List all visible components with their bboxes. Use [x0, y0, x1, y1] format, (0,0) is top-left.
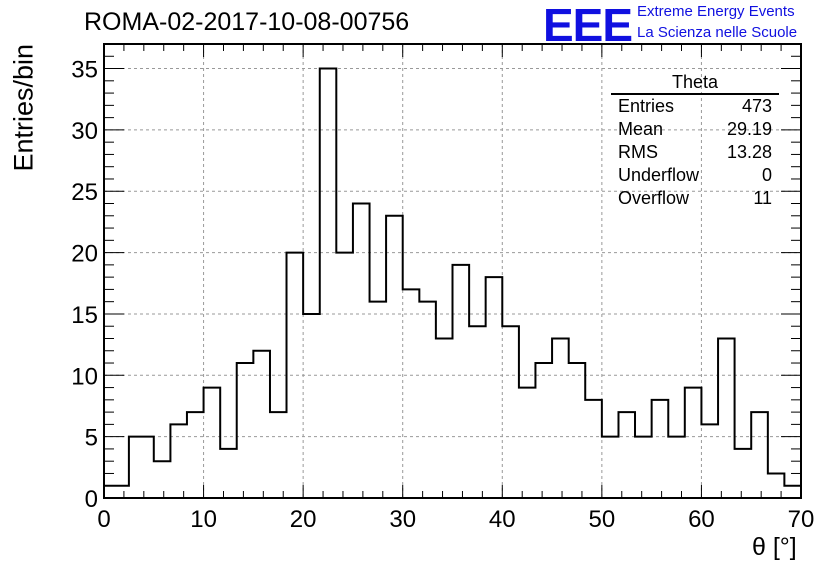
axis-ticks — [103, 43, 802, 499]
x-tick-label: 30 — [389, 506, 416, 533]
x-tick-label: 20 — [290, 506, 317, 533]
y-tick-label: 20 — [71, 241, 98, 268]
y-tick-label: 35 — [71, 57, 98, 84]
stats-value: 11 — [753, 188, 772, 208]
x-tick-label: 0 — [97, 506, 110, 533]
y-tick-label: 15 — [71, 302, 98, 329]
stats-row-rms: RMS 13.28 — [611, 141, 779, 164]
stats-title: Theta — [611, 72, 779, 95]
x-axis-label: θ [°] — [752, 533, 797, 561]
y-tick-label: 0 — [85, 486, 98, 513]
y-axis-label: Entries/bin — [8, 43, 39, 172]
y-tick-labels: 0 5 10 15 20 25 30 35 — [71, 57, 98, 513]
stats-box: Theta Entries 473 Mean 29.19 RMS 13.28 U… — [611, 72, 779, 210]
stats-row-entries: Entries 473 — [611, 95, 779, 118]
stats-label: Overflow — [618, 188, 690, 208]
y-tick-label: 10 — [71, 363, 98, 390]
histogram-line — [103, 67, 802, 498]
stats-value: 473 — [741, 96, 772, 116]
stats-value: 0 — [761, 165, 772, 185]
x-tick-label: 40 — [489, 506, 516, 533]
stats-value: 13.28 — [726, 142, 772, 162]
x-tick-label: 60 — [688, 506, 715, 533]
stats-row-underflow: Underflow 0 — [611, 164, 779, 187]
stats-row-mean: Mean 29.19 — [611, 118, 779, 141]
stats-label: Mean — [618, 119, 664, 139]
x-tick-label: 70 — [788, 506, 815, 533]
logo-line-2: La Scienza nelle Scuole — [637, 24, 798, 41]
stats-value: 29.19 — [726, 119, 772, 139]
stats-label: Entries — [618, 96, 675, 116]
stats-label: RMS — [618, 142, 658, 162]
y-tick-label: 25 — [71, 179, 98, 206]
x-tick-labels: 0 10 20 30 40 50 60 70 — [97, 506, 814, 533]
x-tick-label: 10 — [190, 506, 217, 533]
eee-logo: EEE — [543, 0, 633, 51]
x-tick-label: 50 — [589, 506, 616, 533]
stats-label: Underflow — [618, 165, 700, 185]
y-tick-label: 5 — [85, 425, 98, 452]
logo-line-1: Extreme Energy Events — [637, 3, 795, 20]
plot-frame — [103, 43, 802, 499]
y-tick-label: 30 — [71, 118, 98, 145]
stats-row-overflow: Overflow 11 — [611, 187, 779, 210]
run-title: ROMA-02-2017-10-08-00756 — [84, 8, 410, 36]
